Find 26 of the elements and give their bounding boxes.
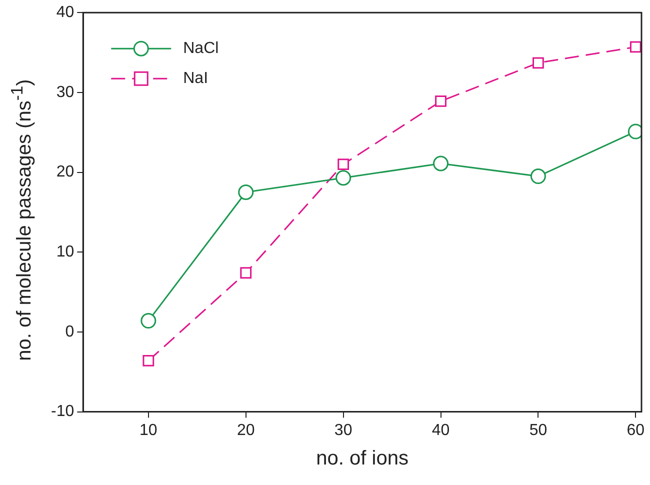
point — [240, 267, 252, 279]
point — [630, 41, 642, 53]
x-tick-label: 40 — [432, 422, 450, 439]
y-tick-label: 30 — [56, 84, 74, 101]
legend-label: NaCl — [183, 40, 219, 58]
x-tick-label: 50 — [529, 422, 548, 439]
point — [530, 168, 546, 184]
point — [140, 313, 156, 329]
point — [338, 158, 350, 170]
point — [238, 184, 254, 200]
x-tick-label: 60 — [626, 422, 645, 439]
y-tick-label: 40 — [56, 4, 74, 22]
legend-label: NaI — [183, 70, 208, 88]
point — [433, 156, 449, 172]
point — [532, 57, 544, 69]
point — [435, 96, 446, 107]
x-tick-label: 20 — [236, 422, 255, 439]
point — [336, 170, 352, 186]
x-tick-label: 30 — [334, 422, 352, 439]
x-axis-title: no. of ions — [316, 448, 408, 470]
point — [142, 355, 154, 366]
x-tick-label: 10 — [140, 422, 158, 439]
y-tick-label: -10 — [51, 403, 74, 420]
y-tick-label: 10 — [56, 244, 74, 261]
y-tick-label: 0 — [65, 323, 74, 340]
y-tick-label: 20 — [56, 164, 74, 181]
